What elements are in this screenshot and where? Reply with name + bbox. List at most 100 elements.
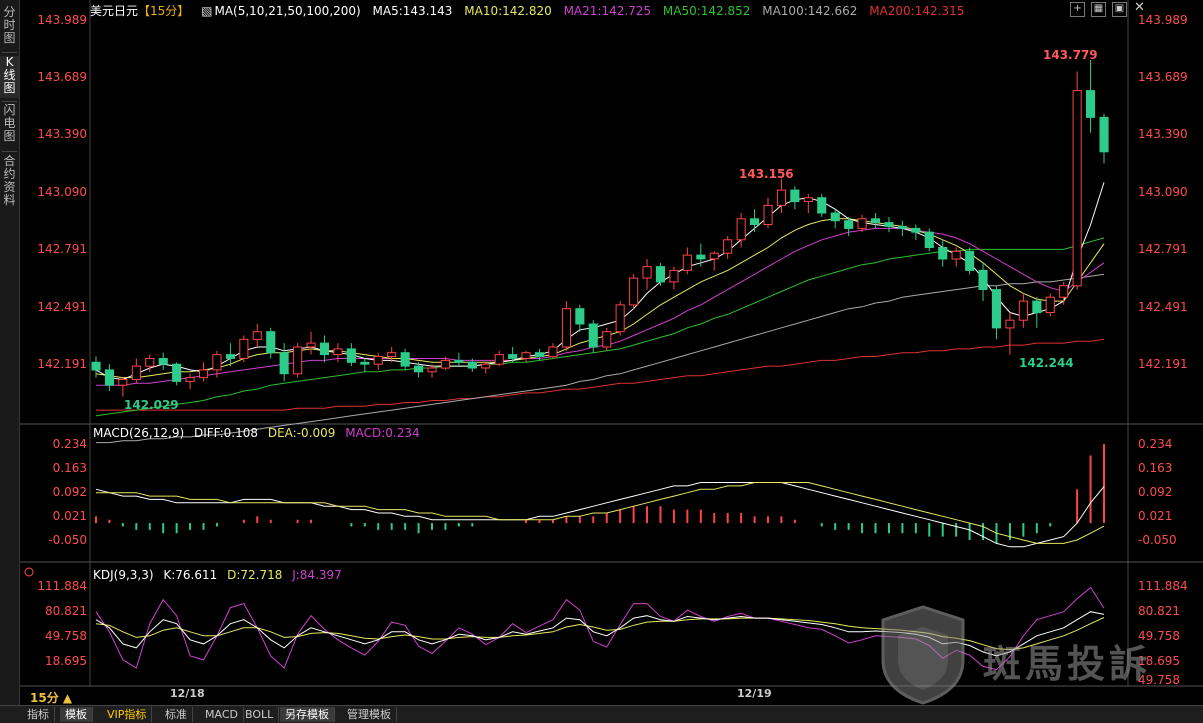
candle-body [844, 220, 854, 229]
candle-body [1072, 90, 1082, 287]
ma50-line [95, 237, 1105, 417]
candle-body [965, 250, 975, 271]
period-tag: 【15分】 [138, 4, 190, 18]
candle-body [561, 308, 572, 348]
tab-timeshare[interactable]: 分 时 图 [3, 5, 16, 45]
price-tick-right: 142.191 [1138, 357, 1188, 371]
macd-diff: DIFF:0.108 [194, 426, 258, 440]
candle-body [750, 218, 760, 226]
candle-body [884, 222, 894, 227]
candle-body [857, 218, 867, 229]
candle-body [1032, 300, 1042, 314]
ma21-value: MA21:142.725 [563, 4, 652, 18]
shield-logo [881, 605, 965, 705]
candle-body [319, 342, 329, 356]
macd-tick-left: 0.021 [53, 509, 87, 523]
sidebar-divider [2, 151, 17, 152]
macd-tick-left: 0.092 [53, 485, 87, 499]
ma-spec: MA(5,10,21,50,100,200) [214, 4, 361, 18]
grid-icon[interactable]: ▦ [1091, 2, 1106, 17]
tab-macd[interactable]: MACD [200, 707, 244, 722]
price-tick-right: 143.689 [1138, 70, 1188, 84]
price-tick-left: 142.191 [37, 357, 87, 371]
candle-body [871, 218, 881, 224]
price-tick-left: 143.989 [37, 13, 87, 27]
x-axis-label: 12/19 [737, 687, 772, 700]
close-icon[interactable]: ✕ [1134, 0, 1145, 15]
candle-body [830, 212, 840, 222]
kdj-d: D:72.718 [227, 568, 282, 582]
candle-body [1045, 296, 1055, 314]
candlesticks [91, 59, 1109, 397]
macd-tick-right: 0.021 [1138, 509, 1172, 523]
chart-header: 美元日元【15分】 ▧ MA(5,10,21,50,100,200) MA5:14… [90, 2, 972, 19]
candle-body [776, 189, 787, 206]
candle-body [225, 354, 235, 359]
kdj-tick-right: 111.884 [1138, 579, 1188, 593]
tab-flash-chart[interactable]: 闪 电 图 [3, 103, 16, 143]
macd-tick-right: 0.163 [1138, 461, 1172, 475]
candle-body [91, 361, 101, 371]
tab-indicators[interactable]: 指标 [22, 707, 55, 722]
candle-body [736, 218, 746, 241]
price-tick-left: 143.689 [37, 70, 87, 84]
candle-body [266, 331, 276, 354]
candle-body [104, 369, 115, 386]
tab-vip-indicators[interactable]: VIP指标 [102, 707, 153, 722]
price-tick-right: 142.491 [1138, 300, 1188, 314]
kdj-k: K:76.611 [163, 568, 217, 582]
macd-tick-right: -0.050 [1138, 533, 1177, 547]
candle-body [467, 361, 477, 369]
kdj-axis: 111.884 80.821 49.758 18.695 111.884 80.… [37, 579, 1187, 687]
tab-boll[interactable]: BOLL [240, 707, 280, 722]
candle-body [951, 250, 961, 260]
low-label-2: 142.244 [1019, 356, 1074, 370]
ma10-value: MA10:142.820 [464, 4, 552, 18]
tab-save-template[interactable]: 另存模板 [280, 707, 335, 722]
candle-body [494, 354, 504, 365]
candle-body [911, 227, 921, 233]
candle-body [360, 361, 370, 365]
kdj-settings-icon[interactable] [24, 567, 34, 577]
candle-body [1059, 285, 1069, 298]
macd-header: MACD(26,12,9) DIFF:0.108 DEA:-0.009 MACD… [93, 426, 420, 440]
kdj-tick-left: 111.884 [37, 579, 87, 593]
x-axis-label: 12/18 [170, 687, 205, 700]
tab-manage-templates[interactable]: 管理模板 [342, 707, 397, 722]
layout-icon[interactable]: ▣ [1112, 2, 1127, 17]
candle-body [655, 266, 666, 283]
ma-settings-icon[interactable]: ▧ [201, 4, 213, 18]
ma100-line [96, 273, 1105, 444]
kdj-tick-left: 18.695 [45, 654, 87, 668]
tab-standard[interactable]: 标准 [160, 707, 193, 722]
candle-body [790, 189, 800, 203]
tab-contract-info[interactable]: 合 约 资 料 [3, 154, 16, 207]
macd-tick-right: 0.234 [1138, 437, 1172, 451]
ma10-line [95, 218, 1105, 379]
crosshair-icon[interactable]: + [1070, 2, 1085, 17]
tab-templates[interactable]: 模板 [60, 707, 93, 722]
macd-diff-line [95, 482, 1105, 548]
candle-body [1099, 116, 1109, 153]
price-tick-left: 142.791 [37, 242, 87, 256]
macd-dea: DEA:-0.009 [268, 426, 336, 440]
macd-value: MACD:0.234 [345, 426, 419, 440]
candle-body [185, 377, 195, 382]
candle-body [763, 204, 773, 225]
ma200-value: MA200:142.315 [869, 4, 965, 18]
ma200-line [96, 338, 1105, 411]
kdj-tick-right: 18.695 [1138, 654, 1180, 668]
candle-body [575, 308, 585, 325]
price-tick-left: 142.491 [37, 300, 87, 314]
macd-tick-left: 0.163 [53, 461, 87, 475]
ma5-value: MA5:143.143 [372, 4, 453, 18]
kdj-tick-right-extra: 49.758 [1138, 673, 1180, 687]
candle-body [414, 365, 424, 373]
tab-kline[interactable]: K 线 图 [0, 56, 19, 98]
candle-body [158, 358, 168, 365]
candle-body [346, 348, 356, 363]
candle-body [145, 358, 155, 367]
candle-body [1018, 300, 1028, 321]
period-selector[interactable]: 15分 ▲ [30, 691, 73, 705]
